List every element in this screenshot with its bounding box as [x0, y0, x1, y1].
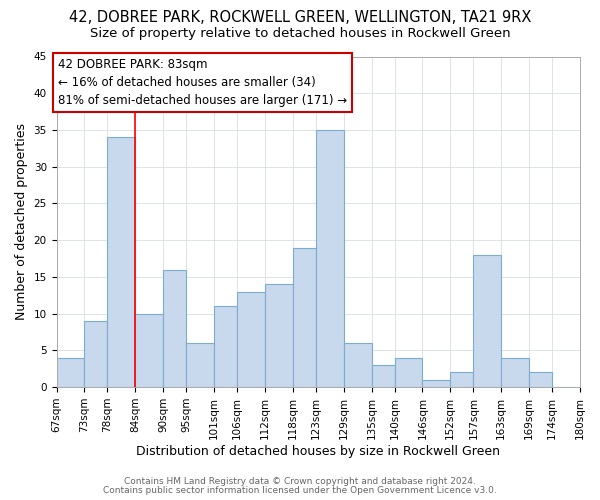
- Bar: [450, 372, 473, 387]
- Bar: [107, 138, 135, 387]
- Bar: [473, 255, 501, 387]
- Text: 42 DOBREE PARK: 83sqm
← 16% of detached houses are smaller (34)
81% of semi-deta: 42 DOBREE PARK: 83sqm ← 16% of detached …: [58, 58, 347, 107]
- Bar: [344, 343, 371, 387]
- Y-axis label: Number of detached properties: Number of detached properties: [15, 124, 28, 320]
- Bar: [265, 284, 293, 387]
- Bar: [237, 292, 265, 387]
- Bar: [186, 343, 214, 387]
- Bar: [529, 372, 552, 387]
- Bar: [501, 358, 529, 387]
- Text: Size of property relative to detached houses in Rockwell Green: Size of property relative to detached ho…: [89, 28, 511, 40]
- Bar: [316, 130, 344, 387]
- Bar: [163, 270, 186, 387]
- Bar: [135, 314, 163, 387]
- Bar: [56, 358, 85, 387]
- Bar: [293, 248, 316, 387]
- X-axis label: Distribution of detached houses by size in Rockwell Green: Distribution of detached houses by size …: [136, 444, 500, 458]
- Text: Contains HM Land Registry data © Crown copyright and database right 2024.: Contains HM Land Registry data © Crown c…: [124, 477, 476, 486]
- Bar: [85, 321, 107, 387]
- Bar: [395, 358, 422, 387]
- Text: 42, DOBREE PARK, ROCKWELL GREEN, WELLINGTON, TA21 9RX: 42, DOBREE PARK, ROCKWELL GREEN, WELLING…: [69, 10, 531, 25]
- Bar: [422, 380, 450, 387]
- Bar: [371, 365, 395, 387]
- Bar: [214, 306, 237, 387]
- Text: Contains public sector information licensed under the Open Government Licence v3: Contains public sector information licen…: [103, 486, 497, 495]
